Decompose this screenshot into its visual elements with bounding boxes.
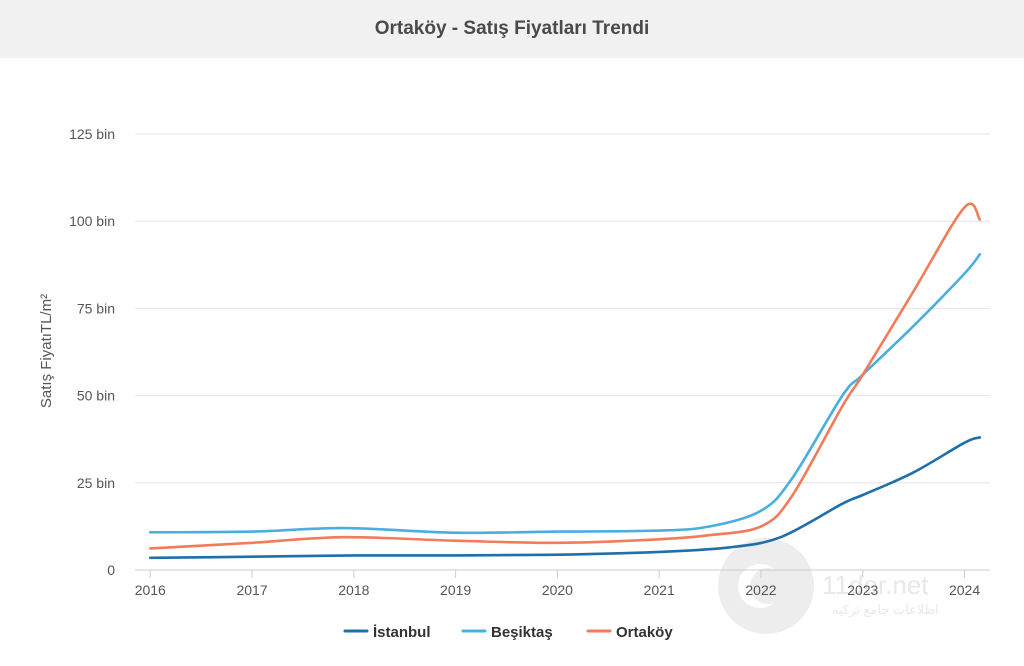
y-axis-label: Satış FiyatıTL/m²: [38, 294, 55, 408]
series-line-ortak-y: [149, 202, 982, 550]
x-tick-label: 2020: [542, 582, 573, 598]
legend-item: İstanbul: [343, 624, 431, 641]
legend-label: Ortaköy: [616, 624, 673, 641]
y-tick-label: 100 bin: [69, 213, 115, 229]
legend-item: Ortaköy: [586, 624, 673, 641]
x-tick-label: 2021: [644, 582, 675, 598]
watermark-text: 11der.net: [822, 570, 929, 600]
series-line-be-ikta-: [149, 253, 982, 535]
x-tick-label: 2024: [949, 582, 980, 598]
x-tick-label: 2019: [440, 582, 471, 598]
chart-title: Ortaköy - Satış Fiyatları Trendi: [374, 18, 650, 39]
chart-header: Ortaköy - Satış Fiyatları Trendi: [0, 0, 1024, 58]
y-tick-label: 50 bin: [77, 388, 115, 404]
legend-label: İstanbul: [373, 624, 431, 641]
watermark-subtext: اطلاعات جامع ترکیه: [832, 602, 939, 618]
y-tick-label: 125 bin: [69, 126, 115, 142]
x-tick-label: 2023: [847, 582, 878, 598]
y-tick-label: 0: [107, 562, 115, 578]
x-tick-label: 2018: [338, 582, 369, 598]
watermark-logo: 11der.net اطلاعات جامع ترکیه: [718, 538, 939, 634]
series-line-i-stanbul: [149, 436, 982, 560]
x-tick-label: 2016: [135, 582, 166, 598]
legend-item: Beşiktaş: [461, 624, 553, 641]
watermark-crescent-inner: [750, 568, 786, 604]
x-tick-label: 2017: [236, 582, 267, 598]
legend-label: Beşiktaş: [491, 624, 553, 641]
x-tick-label: 2022: [745, 582, 776, 598]
y-tick-label: 25 bin: [77, 475, 115, 491]
y-tick-label: 75 bin: [77, 300, 115, 316]
